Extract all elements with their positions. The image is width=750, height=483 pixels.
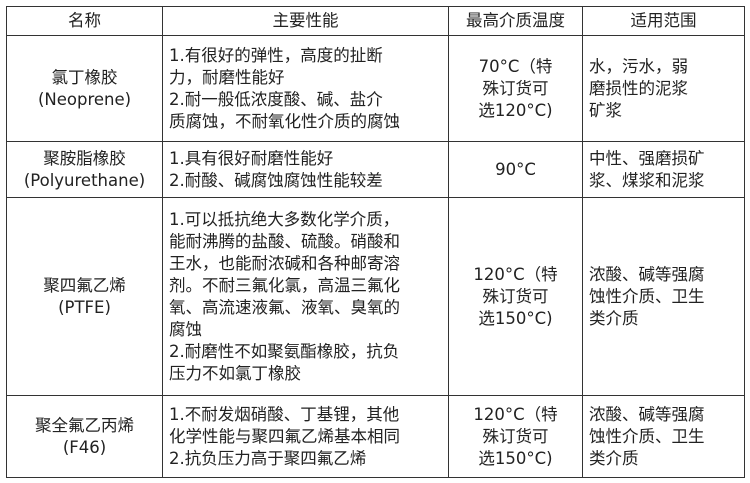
cell-temp: 70°C（特 殊订货可 选120°C) xyxy=(448,35,583,142)
cell-scope: 浓酸、碱等强腐 蚀性介质、卫生 类介质 xyxy=(582,395,745,478)
table-row: 氯丁橡胶 (Neoprene) 1.有很好的弹性，高度的扯断 力，耐磨性能好 2… xyxy=(6,35,745,142)
cell-performance: 1.具有很好耐磨性能好 2.耐酸、碱腐蚀腐蚀性能较差 xyxy=(162,141,449,198)
header-scope: 适用范围 xyxy=(582,6,745,36)
cell-temp: 120°C（特 殊订货可 选150°C) xyxy=(448,197,583,396)
header-name: 名称 xyxy=(6,6,163,36)
cell-temp: 90°C xyxy=(448,141,583,198)
cell-name: 聚胺脂橡胶 (Polyurethane) xyxy=(6,141,163,198)
header-temp: 最高介质温度 xyxy=(448,6,583,36)
cell-performance: 1.有很好的弹性，高度的扯断 力，耐磨性能好 2.耐一般低浓度酸、碱、盐介 质腐… xyxy=(162,35,449,142)
cell-temp: 120°C（特 殊订货可 选150°C) xyxy=(448,395,583,478)
cell-scope: 中性、强磨损矿 浆、煤浆和泥浆 xyxy=(582,141,745,198)
cell-performance: 1.不耐发烟硝酸、丁基锂，其他 化学性能与聚四氟乙烯基本相同 2.抗负压力高于聚… xyxy=(162,395,449,478)
table-row: 聚四氟乙烯 (PTFE) 1.可以抵抗绝大多数化学介质， 能耐沸腾的盐酸、硫酸。… xyxy=(6,197,745,396)
cell-name: 聚四氟乙烯 (PTFE) xyxy=(6,197,163,396)
table-row: 聚全氟乙丙烯 (F46) 1.不耐发烟硝酸、丁基锂，其他 化学性能与聚四氟乙烯基… xyxy=(6,395,745,478)
cell-name: 氯丁橡胶 (Neoprene) xyxy=(6,35,163,142)
cell-scope: 浓酸、碱等强腐 蚀性介质、卫生 类介质 xyxy=(582,197,745,396)
cell-scope: 水，污水，弱 磨损性的泥浆 矿浆 xyxy=(582,35,745,142)
header-performance: 主要性能 xyxy=(162,6,449,36)
header-row: 名称 主要性能 最高介质温度 适用范围 xyxy=(6,6,745,36)
lining-material-table: 名称 主要性能 最高介质温度 适用范围 氯丁橡胶 (Neoprene) 1.有很… xyxy=(6,6,745,478)
table-row: 聚胺脂橡胶 (Polyurethane) 1.具有很好耐磨性能好 2.耐酸、碱腐… xyxy=(6,141,745,198)
cell-name: 聚全氟乙丙烯 (F46) xyxy=(6,395,163,478)
cell-performance: 1.可以抵抗绝大多数化学介质， 能耐沸腾的盐酸、硫酸。硝酸和 王水，也能耐浓碱和… xyxy=(162,197,449,396)
